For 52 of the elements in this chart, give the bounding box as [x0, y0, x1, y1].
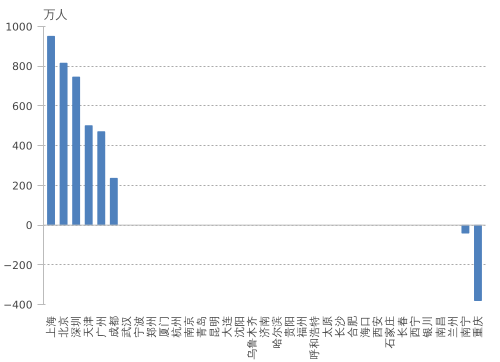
x-tick-label: 海口: [358, 316, 372, 338]
x-tick-label: 合肥: [346, 316, 359, 338]
x-tick-label: 北京: [57, 316, 70, 338]
x-tick-label: 成都: [107, 316, 120, 338]
y-tick-label: 400: [12, 140, 33, 153]
x-tick-label: 深圳: [70, 316, 83, 338]
bar: [47, 36, 55, 226]
y-axis-title: 万人: [44, 8, 68, 22]
bar: [474, 224, 482, 302]
x-tick-label: 西宁: [408, 316, 422, 338]
x-tick-label: 济南: [258, 316, 271, 338]
bar: [60, 62, 68, 226]
x-tick-label: 广州: [94, 316, 108, 338]
x-tick-label: 兰州: [446, 316, 460, 338]
bar: [72, 76, 80, 226]
x-tick-label: 呼和浩特: [308, 316, 322, 360]
x-tick-label: 长春: [396, 316, 410, 338]
x-tick-label: 杭州: [170, 316, 184, 338]
x-tick-label: 天津: [82, 316, 96, 338]
x-tick-label: 乌鲁木齐: [245, 316, 258, 360]
y-tick-label: 600: [12, 100, 33, 113]
x-tick-label: 武汉: [120, 316, 133, 338]
y-tick-label: 200: [12, 179, 33, 192]
x-tick-label: 石家庄: [384, 316, 397, 348]
x-tick-label: 福州: [296, 316, 309, 338]
x-tick-label: 宁波: [132, 316, 146, 338]
x-tick-label: 上海: [44, 316, 58, 338]
x-tick-label: 重庆: [471, 316, 484, 338]
x-tick-label: 太原: [320, 316, 334, 338]
x-tick-label: 银川: [421, 316, 434, 338]
x-tick-label: 南京: [182, 316, 196, 338]
x-tick-label: 西安: [371, 316, 384, 338]
bar: [461, 224, 470, 234]
bar: [110, 178, 118, 226]
x-tick-label: 昆明: [208, 316, 221, 338]
y-tick-label: 1000: [5, 20, 33, 34]
y-tick-label: −200: [3, 258, 33, 272]
x-tick-label: 长沙: [333, 316, 346, 338]
x-tick-label: 大连: [220, 316, 234, 338]
x-tick-label: 南宁: [458, 316, 472, 338]
x-tick-label: 贵阳: [283, 316, 296, 338]
y-tick-label: 800: [12, 60, 33, 74]
x-tick-label: 郑州: [144, 316, 158, 338]
x-tick-label: 青岛: [195, 316, 208, 338]
bar: [97, 131, 106, 226]
y-tick-label: 0: [26, 219, 33, 232]
y-tick-label: −400: [3, 298, 33, 312]
x-tick-label: 哈尔滨: [270, 316, 284, 348]
x-tick-label: 南昌: [434, 316, 447, 338]
bar: [84, 125, 93, 226]
x-tick-label: 沈阳: [232, 316, 246, 338]
x-tick-label: 厦门: [158, 316, 171, 338]
